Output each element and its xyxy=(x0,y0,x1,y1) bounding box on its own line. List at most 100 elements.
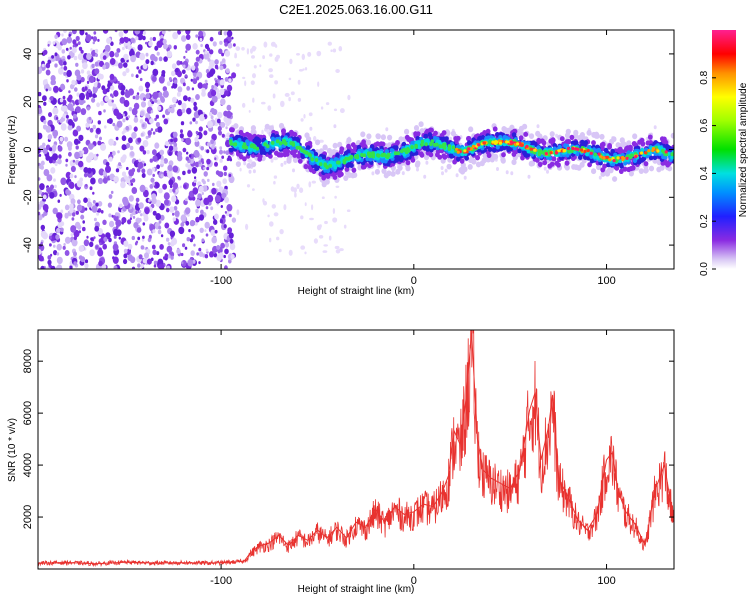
ridge-dot xyxy=(632,133,638,140)
noise-dot xyxy=(143,97,146,101)
noise-dot xyxy=(115,168,120,173)
noise-dot xyxy=(55,234,60,240)
noise-dot xyxy=(87,197,91,203)
noise-dot xyxy=(301,53,305,61)
noise-dot xyxy=(56,256,63,265)
noise-dot xyxy=(208,112,213,116)
ridge-dot xyxy=(491,140,495,144)
ridge-dot xyxy=(586,129,592,136)
heatmap-x-ticks: -100 0 100 xyxy=(210,30,616,287)
ridge-dot xyxy=(593,152,598,157)
noise-dot xyxy=(142,63,148,70)
colorbar-tick-label: 0.8 xyxy=(699,70,710,84)
noise-dot xyxy=(194,176,197,180)
ridge-dot xyxy=(638,168,644,175)
noise-dot xyxy=(168,179,174,186)
noise-dot xyxy=(84,263,89,269)
noise-dot xyxy=(155,199,162,207)
noise-dot xyxy=(171,195,177,203)
noise-dot xyxy=(199,227,204,233)
ridge-dot xyxy=(596,164,602,171)
noise-dot xyxy=(69,265,73,269)
noise-dot xyxy=(138,158,142,163)
noise-dot xyxy=(201,87,206,93)
noise-dot xyxy=(74,175,77,179)
noise-dot xyxy=(334,195,337,199)
noise-dot xyxy=(136,159,139,163)
ridge-dot xyxy=(606,155,610,159)
noise-dot xyxy=(110,85,115,91)
noise-dot xyxy=(172,31,179,40)
ridge-dot xyxy=(643,167,649,174)
noise-dot xyxy=(138,85,144,92)
noise-dot xyxy=(191,87,195,91)
noise-dot xyxy=(164,222,170,229)
heatmap-x-label: Height of straight line (km) xyxy=(298,286,415,297)
noise-dot xyxy=(105,165,111,173)
ridge-dot xyxy=(337,172,343,178)
noise-dot xyxy=(181,102,187,110)
noise-dot xyxy=(162,86,167,92)
ridge-dot xyxy=(423,154,430,161)
ridge-dot xyxy=(647,149,651,153)
noise-dot xyxy=(115,212,119,217)
ridge-dot xyxy=(550,137,556,143)
noise-dot xyxy=(118,162,122,167)
noise-dot xyxy=(262,198,265,204)
ridge-dot xyxy=(537,161,543,167)
ridge-dot xyxy=(576,165,582,171)
noise-dot xyxy=(140,213,143,217)
noise-dot xyxy=(62,95,66,100)
noise-dot xyxy=(65,114,69,119)
noise-dot xyxy=(289,58,293,65)
ridge-dot xyxy=(557,149,561,153)
noise-dot xyxy=(211,145,215,150)
ridge-dot xyxy=(270,133,276,138)
noise-dot xyxy=(224,50,231,57)
noise-dot xyxy=(505,170,509,175)
noise-dot xyxy=(198,251,204,257)
noise-dot xyxy=(269,74,274,78)
noise-dot xyxy=(79,30,85,36)
noise-dot xyxy=(65,163,68,167)
noise-dot xyxy=(137,161,144,169)
noise-dot xyxy=(78,230,82,234)
ridge-dot xyxy=(251,161,257,168)
noise-dot xyxy=(297,79,301,85)
noise-dot xyxy=(179,61,183,65)
noise-dot xyxy=(52,107,59,115)
ridge-dot xyxy=(323,163,328,168)
noise-dot xyxy=(94,61,99,67)
noise-dot xyxy=(53,244,56,248)
noise-dot xyxy=(167,107,172,112)
ridge-dot xyxy=(270,136,275,142)
noise-dot xyxy=(185,137,192,146)
snr-x-ticks: -100 0 100 xyxy=(210,330,616,587)
noise-dot xyxy=(170,107,175,114)
noise-dot xyxy=(135,74,139,78)
noise-dot xyxy=(60,227,64,233)
ridge-dot xyxy=(450,130,456,137)
noise-dot xyxy=(87,89,91,93)
noise-dot xyxy=(92,124,97,130)
noise-dot xyxy=(50,184,54,190)
noise-dot xyxy=(299,187,304,193)
ridge-dot xyxy=(414,162,420,168)
noise-dot xyxy=(152,149,157,156)
noise-dot xyxy=(203,197,210,206)
noise-dot xyxy=(52,41,56,45)
noise-dot xyxy=(119,37,125,44)
ridge-dot xyxy=(495,132,500,138)
noise-dot xyxy=(169,188,173,193)
noise-dot xyxy=(145,93,151,100)
noise-dot xyxy=(194,161,200,168)
ridge-dot xyxy=(571,146,575,151)
noise-dot xyxy=(145,59,150,65)
noise-dot xyxy=(203,114,207,118)
noise-dot xyxy=(120,57,125,63)
ridge-dot xyxy=(477,136,482,142)
ridge-dot xyxy=(346,143,351,149)
ridge-dot xyxy=(569,134,575,140)
noise-dot xyxy=(40,265,45,269)
noise-dot xyxy=(185,50,188,53)
